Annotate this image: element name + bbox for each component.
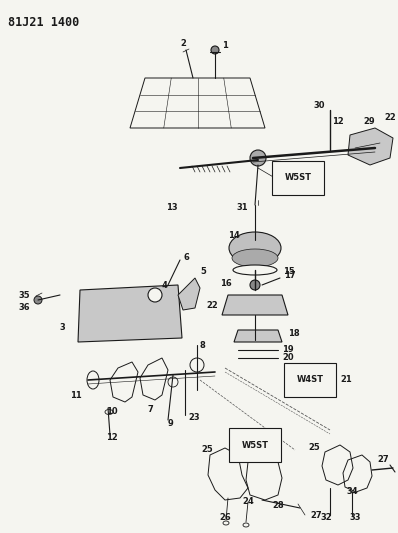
Text: W5ST: W5ST [242,440,269,449]
Text: 34: 34 [346,488,358,497]
Text: 1: 1 [222,42,228,51]
Ellipse shape [233,265,277,275]
Text: 15: 15 [283,268,295,277]
Ellipse shape [243,523,249,527]
Circle shape [250,280,260,290]
Text: 25: 25 [308,443,320,453]
Text: 13: 13 [166,204,178,213]
Text: 8: 8 [200,341,206,350]
Text: 6: 6 [183,254,189,262]
Text: 17: 17 [284,271,296,279]
Text: 35: 35 [18,292,30,301]
Circle shape [250,150,266,166]
Ellipse shape [232,249,278,267]
Circle shape [211,46,219,54]
Text: 27: 27 [377,456,389,464]
Text: 23: 23 [188,414,200,423]
Text: 33: 33 [349,513,361,522]
Polygon shape [178,278,200,310]
Text: 14: 14 [228,231,240,240]
Ellipse shape [229,232,281,264]
Text: 16: 16 [220,279,232,288]
Polygon shape [78,285,182,342]
Text: W4ST: W4ST [297,376,324,384]
Text: 22: 22 [206,301,218,310]
Text: 22: 22 [384,114,396,123]
Polygon shape [222,295,288,315]
Polygon shape [234,330,282,342]
Text: 20: 20 [282,353,294,362]
Text: 30: 30 [314,101,325,110]
Circle shape [168,377,178,387]
Text: 21: 21 [340,376,352,384]
Text: 19: 19 [282,345,294,354]
Text: 31: 31 [236,204,248,213]
Ellipse shape [87,371,99,389]
Text: 32: 32 [320,513,332,522]
Text: 36: 36 [18,303,30,311]
Text: 24: 24 [242,497,254,506]
Text: 7: 7 [147,406,153,415]
Text: 12: 12 [332,117,344,126]
Text: 12: 12 [106,433,118,442]
Text: 29: 29 [363,117,375,126]
Text: W5ST: W5ST [285,174,312,182]
Text: 5: 5 [200,268,206,277]
Text: 4: 4 [162,281,168,290]
Text: 11: 11 [70,391,82,400]
Text: 27: 27 [310,512,322,521]
Polygon shape [348,128,393,165]
Text: 10: 10 [106,408,118,416]
Circle shape [190,358,204,372]
Circle shape [148,288,162,302]
Text: 9: 9 [168,419,174,429]
Ellipse shape [105,409,113,415]
Circle shape [34,296,42,304]
Text: 18: 18 [288,329,300,338]
Text: 2: 2 [180,39,186,49]
Text: 81J21 1400: 81J21 1400 [8,16,79,29]
Text: 3: 3 [59,324,65,333]
Ellipse shape [223,521,229,525]
Text: 28: 28 [272,502,284,511]
Text: 25: 25 [201,446,213,455]
Text: 26: 26 [219,513,231,522]
